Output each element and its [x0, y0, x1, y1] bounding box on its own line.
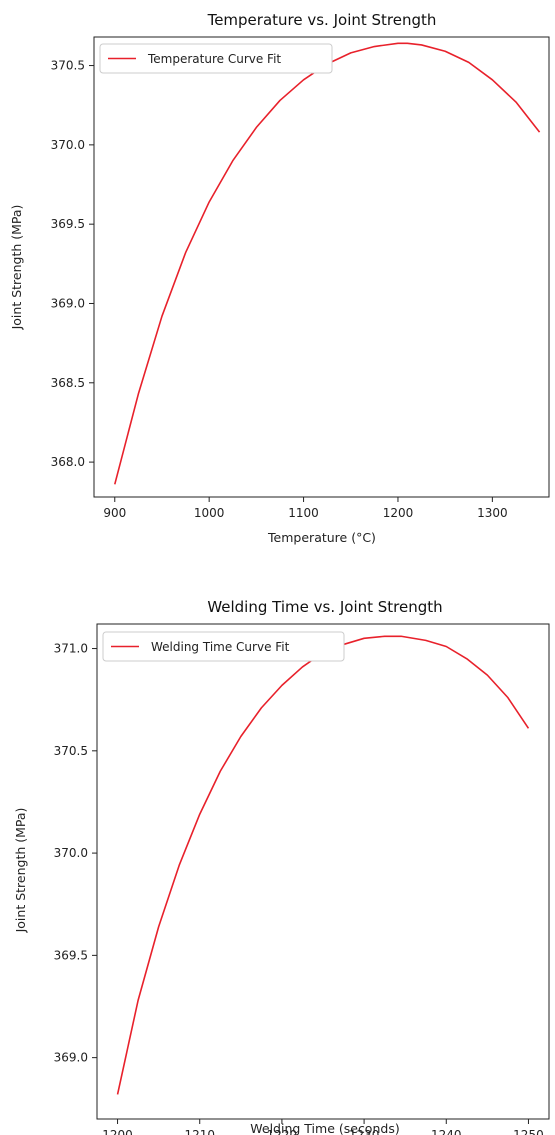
legend-box [99, 43, 333, 74]
x-axis-label: Welding Time (seconds) [250, 1121, 399, 1135]
y-axis: 368.0 368.5 369.0 369.5 370.0 370.5 [51, 59, 94, 469]
x-axis-label: Temperature (°C) [267, 530, 376, 545]
x-tick-label: 1300 [477, 506, 508, 520]
x-tick-label: 1000 [194, 506, 225, 520]
x-tick-label: 1220 [267, 1128, 298, 1135]
x-axis: 1200 1210 1220 1230 1240 1250 [102, 1119, 544, 1135]
x-tick-label: 1240 [431, 1128, 462, 1135]
y-tick-label: 370.5 [51, 59, 85, 73]
legend-label: Temperature Curve Fit [147, 52, 281, 66]
temperature-chart: Temperature vs. Joint Strength 900 1000 11… [9, 11, 550, 545]
y-axis-label: Joint Strength (MPa) [9, 205, 24, 331]
legend: Temperature Curve Fit [99, 43, 333, 74]
y-tick-label: 370.5 [54, 744, 88, 758]
legend: Welding Time Curve Fit [102, 631, 345, 662]
plot-area-frame [93, 36, 550, 498]
y-tick-label: 371.0 [54, 642, 88, 656]
legend-label: Welding Time Curve Fit [151, 640, 290, 654]
y-tick-label: 369.5 [51, 217, 85, 231]
y-tick-label: 369.5 [54, 948, 88, 962]
x-tick-label: 900 [103, 506, 126, 520]
x-tick-label: 1200 [102, 1128, 133, 1135]
chart-title: Welding Time vs. Joint Strength [207, 598, 442, 616]
y-tick-label: 369.0 [54, 1051, 88, 1065]
x-tick-label: 1250 [513, 1128, 544, 1135]
y-tick-label: 368.0 [51, 455, 85, 469]
series-lines [116, 635, 530, 1095]
series-line [116, 635, 530, 1095]
y-axis: 369.0 369.5 370.0 370.5 371.0 [54, 642, 97, 1065]
series-line [113, 42, 541, 485]
x-tick-label: 1100 [288, 506, 319, 520]
x-axis: 900 1000 1100 1200 1300 [103, 497, 508, 520]
series-lines [113, 42, 541, 485]
chart-title: Temperature vs. Joint Strength [207, 11, 437, 29]
y-tick-label: 368.5 [51, 376, 85, 390]
welding-time-chart: Welding Time vs. Joint Strength 1200 1210… [13, 598, 550, 1135]
x-tick-label: 1230 [349, 1128, 380, 1135]
x-tick-label: 1210 [184, 1128, 215, 1135]
y-tick-label: 369.0 [51, 296, 85, 310]
plot-area-frame [96, 623, 550, 1120]
y-tick-label: 370.0 [51, 138, 85, 152]
y-tick-label: 370.0 [54, 846, 88, 860]
y-axis-label: Joint Strength (MPa) [13, 808, 28, 934]
x-tick-label: 1200 [383, 506, 414, 520]
legend-box [102, 631, 345, 662]
